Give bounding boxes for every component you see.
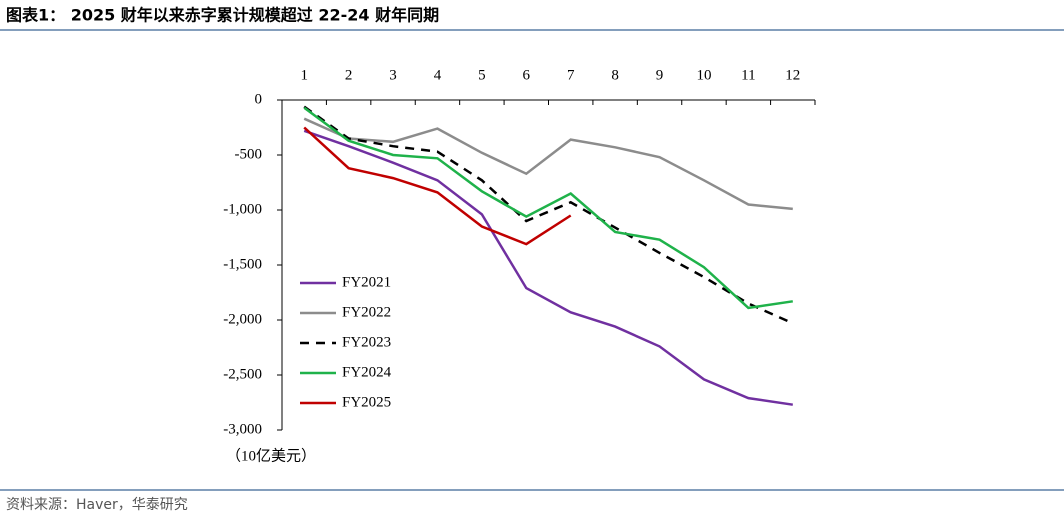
x-tick-label: 12 — [785, 67, 800, 83]
x-tick-label: 7 — [567, 67, 575, 83]
x-tick-label: 4 — [434, 67, 442, 83]
x-tick-label: 6 — [523, 67, 531, 83]
x-tick-label: 9 — [656, 67, 664, 83]
legend-label: FY2023 — [342, 334, 391, 350]
series-line — [303, 106, 793, 310]
series-line — [303, 117, 793, 211]
series-line — [303, 105, 794, 325]
y-tick-label: -2,000 — [223, 311, 262, 327]
x-tick-label: 3 — [389, 67, 397, 83]
legend-label: FY2021 — [342, 274, 391, 290]
series-line — [303, 126, 572, 246]
y-tick-label: 0 — [255, 91, 263, 107]
series-line — [303, 129, 793, 406]
y-tick-label: -500 — [235, 146, 263, 162]
x-tick-label: 8 — [611, 67, 619, 83]
x-tick-label: 2 — [345, 67, 353, 83]
y-tick-label: -1,000 — [223, 201, 262, 217]
source: 资料来源：Haver，华泰研究 — [6, 497, 188, 513]
y-tick-label: -2,500 — [223, 366, 262, 382]
y-tick-label: -3,000 — [223, 421, 262, 437]
page-title: 图表1： 2025 财年以来赤字累计规模超过 22-24 财年同期 — [6, 6, 439, 25]
x-tick-label: 1 — [300, 67, 308, 83]
legend-label: FY2025 — [342, 394, 391, 410]
x-tick-label: 10 — [696, 67, 711, 83]
legend-label: FY2022 — [342, 304, 391, 320]
x-tick-label: 11 — [741, 67, 755, 83]
legend-label: FY2024 — [342, 364, 392, 380]
y-axis-label: （10亿美元） — [226, 447, 316, 464]
y-tick-label: -1,500 — [223, 256, 262, 272]
x-tick-label: 5 — [478, 67, 486, 83]
